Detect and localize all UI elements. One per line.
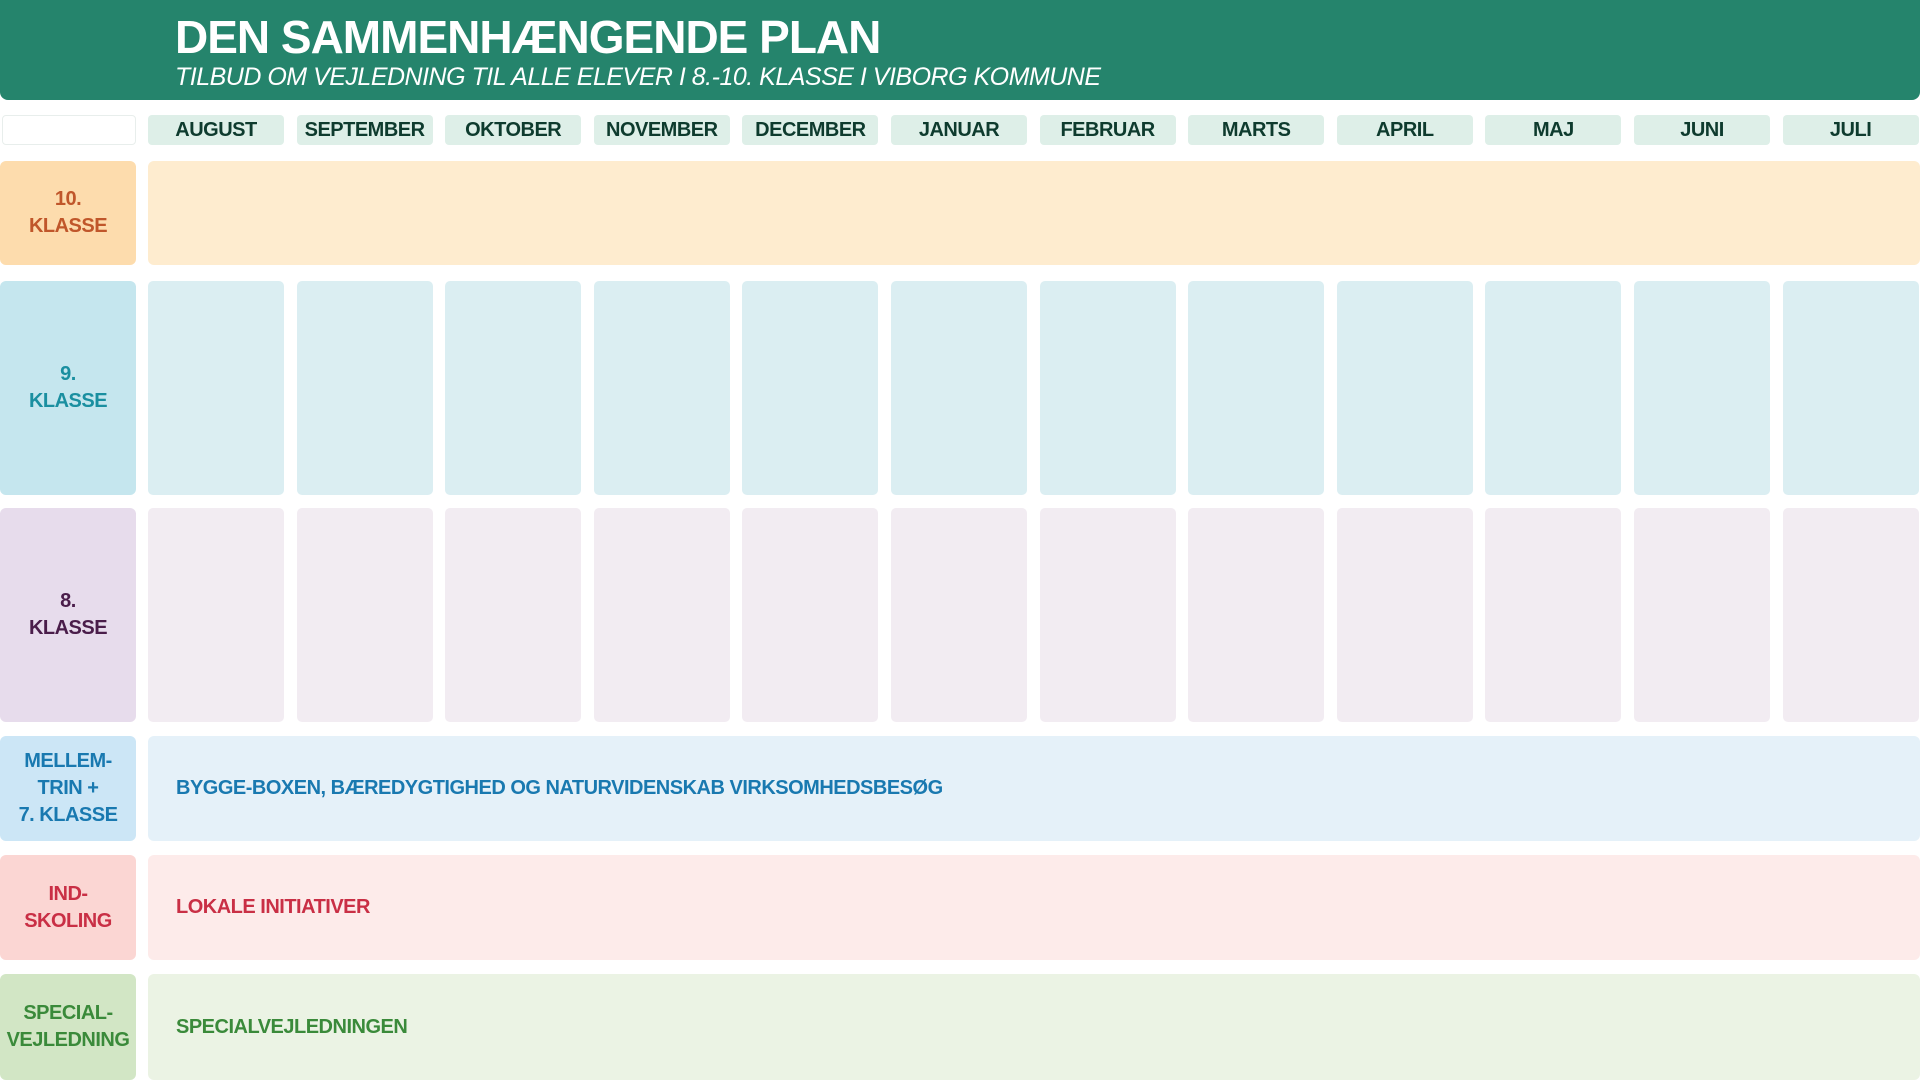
klasse8-cell-maj [1485, 508, 1622, 722]
month-header-september: SEPTEMBER [296, 115, 433, 145]
month-header-december: DECEMBER [742, 115, 879, 145]
klasse9-cell-juni [1634, 281, 1770, 495]
klasse8-cell-april [1336, 508, 1473, 722]
month-header-april: APRIL [1336, 115, 1473, 145]
band-mellemtrin: BYGGE-BOXEN, BÆREDYGTIGHED OG NATURVIDEN… [148, 736, 1920, 841]
corner-cell [2, 115, 136, 145]
page-subtitle: TILBUD OM VEJLEDNING TIL ALLE ELEVER I 8… [175, 63, 1101, 91]
month-header-oktober: OKTOBER [445, 115, 582, 145]
klasse8-cell-august [148, 508, 284, 722]
klasse8-cell-marts [1188, 508, 1325, 722]
klasse9-cell-februar [1039, 281, 1176, 495]
page-title: DEN SAMMENHÆNGENDE PLAN [175, 11, 881, 63]
klasse9-cell-april [1336, 281, 1473, 495]
klasse9-cell-november [593, 281, 730, 495]
klasse8-cell-oktober [445, 508, 582, 722]
klasse8-cell-januar [891, 508, 1027, 722]
klasse9-cell-juli [1782, 281, 1919, 495]
klasse8-cell-september [296, 508, 433, 722]
month-header-november: NOVEMBER [593, 115, 730, 145]
klasse9-cell-december [742, 281, 879, 495]
row-label-10-klasse: 10. KLASSE [0, 161, 136, 265]
month-header-august: AUGUST [148, 115, 284, 145]
row-label-mellemtrin: MELLEM- TRIN + 7. KLASSE [0, 736, 136, 841]
klasse9-cell-august [148, 281, 284, 495]
band-10-klasse [148, 161, 1920, 265]
month-header-februar: FEBRUAR [1039, 115, 1176, 145]
klasse8-cell-december [742, 508, 879, 722]
band-indskoling: LOKALE INITIATIVER [148, 855, 1920, 960]
row-label-specialvejledning: SPECIAL- VEJLEDNING [0, 974, 136, 1080]
klasse9-cell-marts [1188, 281, 1325, 495]
klasse9-cell-maj [1485, 281, 1622, 495]
klasse9-cell-september [296, 281, 433, 495]
band-specialvejledning: SPECIALVEJLEDNINGEN [148, 974, 1920, 1080]
header-banner: DEN SAMMENHÆNGENDE PLAN TILBUD OM VEJLED… [0, 0, 1920, 100]
klasse8-cell-februar [1039, 508, 1176, 722]
month-header-marts: MARTS [1188, 115, 1325, 145]
klasse8-cell-juni [1634, 508, 1770, 722]
klasse9-cell-oktober [445, 281, 582, 495]
month-header-maj: MAJ [1485, 115, 1622, 145]
row-label-8-klasse: 8. KLASSE [0, 508, 136, 722]
month-header-juni: JUNI [1634, 115, 1770, 145]
klasse9-cell-januar [891, 281, 1027, 495]
klasse8-cell-juli [1782, 508, 1919, 722]
klasse8-cell-november [593, 508, 730, 722]
month-header-januar: JANUAR [891, 115, 1027, 145]
row-label-indskoling: IND- SKOLING [0, 855, 136, 960]
month-header-juli: JULI [1782, 115, 1919, 145]
row-label-9-klasse: 9. KLASSE [0, 281, 136, 495]
